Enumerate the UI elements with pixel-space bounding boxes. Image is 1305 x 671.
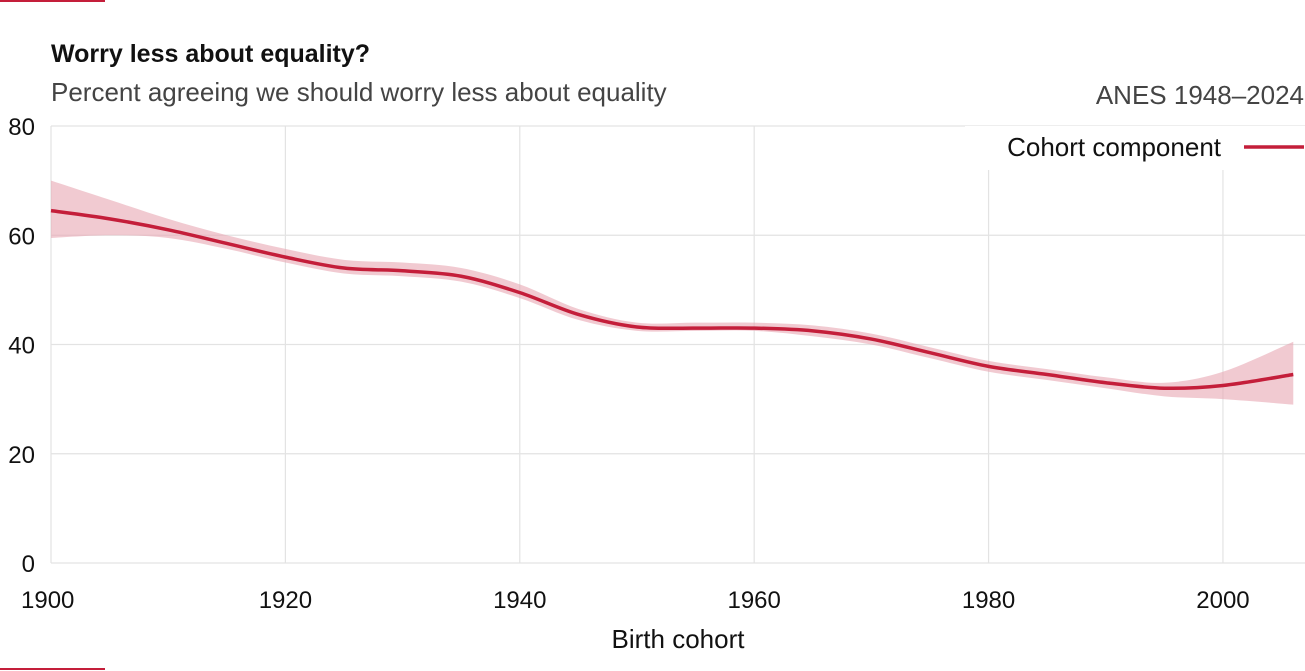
y-tick-label-40: 40 (8, 333, 35, 360)
x-axis-title: Birth cohort (612, 624, 746, 654)
y-tick-labels: 0 20 40 60 80 (8, 114, 35, 578)
x-tick-label-1960: 1960 (727, 587, 780, 614)
legend: Cohort component (965, 126, 1305, 170)
x-tick-label-1980: 1980 (962, 587, 1015, 614)
y-tick-label-0: 0 (22, 551, 35, 578)
legend-label: Cohort component (1007, 132, 1222, 162)
chart-source: ANES 1948–2024 (1096, 80, 1304, 110)
y-tick-label-20: 20 (8, 442, 35, 469)
series-layer (50, 180, 1294, 405)
x-tick-label-2000: 2000 (1196, 587, 1249, 614)
x-tick-label-1920: 1920 (259, 587, 312, 614)
y-gridlines (51, 125, 1305, 564)
x-tick-label-1940: 1940 (493, 587, 546, 614)
y-tick-label-60: 60 (8, 223, 35, 250)
x-tick-labels: 1900 1920 1940 1960 1980 2000 (21, 587, 1250, 614)
y-tick-label-80: 80 (8, 114, 35, 141)
x-tick-label-1900: 1900 (21, 587, 74, 614)
chart-title: Worry less about equality? (51, 40, 370, 68)
confidence-band-0 (51, 180, 1294, 405)
chart-subtitle: Percent agreeing we should worry less ab… (51, 77, 667, 107)
series-line-0 (50, 208, 1294, 391)
